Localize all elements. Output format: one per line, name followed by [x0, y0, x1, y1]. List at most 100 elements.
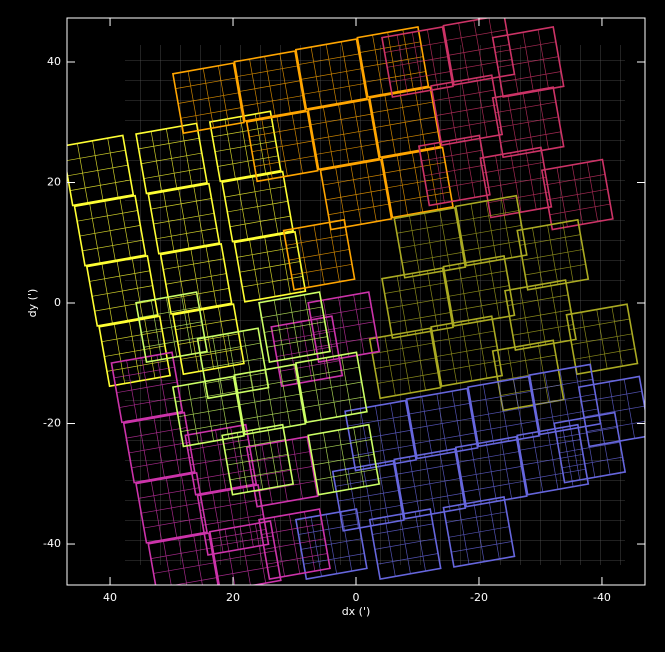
tile-subgrid [519, 427, 586, 493]
x-axis-label: dx (') [342, 605, 371, 618]
tile [307, 98, 381, 171]
tile-subgrid [581, 379, 645, 444]
tile-subgrid [433, 318, 500, 384]
tile [135, 471, 208, 544]
tile [368, 508, 442, 580]
tile-subgrid [556, 415, 623, 481]
tile [368, 86, 442, 159]
tile [405, 387, 479, 460]
tile-subgrid [507, 282, 574, 348]
tile [294, 508, 368, 580]
y-axis-label: dy (') [26, 289, 39, 318]
tile-subgrid [495, 342, 562, 408]
tile [454, 435, 528, 508]
tile-subgrid [446, 18, 512, 83]
tile [307, 423, 381, 496]
tile-subgrid [236, 234, 303, 300]
tile [147, 532, 221, 585]
tile-subgrid [458, 439, 525, 505]
tiles [67, 18, 645, 585]
tile-subgrid [335, 463, 402, 529]
x-tick-label: 0 [353, 591, 360, 604]
tile [159, 242, 233, 315]
tile [381, 267, 454, 339]
tile-subgrid [372, 89, 439, 155]
tile-subgrid [261, 294, 328, 360]
tile-subgrid [261, 511, 328, 577]
y-tick-label: 20 [47, 175, 61, 188]
tile [270, 315, 344, 388]
tile [184, 423, 258, 496]
tile [147, 182, 221, 255]
tile-subgrid [150, 186, 217, 252]
tile-subgrid [273, 318, 340, 384]
tile-subgrid [175, 379, 242, 444]
tile-subgrid [138, 294, 205, 360]
tile [393, 206, 467, 279]
tile-subgrid [495, 89, 562, 155]
tile [467, 375, 541, 448]
tile-subgrid [310, 294, 377, 360]
tile-subgrid [212, 113, 279, 179]
tile [221, 170, 295, 243]
tile-subgrid [470, 379, 537, 444]
tile [233, 230, 307, 303]
tile-subgrid [138, 125, 205, 191]
tile-subgrid [187, 427, 254, 493]
tile [196, 483, 270, 556]
tile [553, 411, 627, 484]
tile [442, 255, 516, 327]
x-tick-label: 20 [226, 591, 240, 604]
tile-subgrid [544, 162, 611, 227]
tile-subgrid [113, 354, 180, 420]
tile-subgrid [200, 330, 266, 396]
tile [282, 218, 356, 291]
tile-subgrid [101, 318, 168, 384]
tile-subgrid [224, 174, 291, 239]
tile-subgrid [359, 29, 426, 95]
tile-subgrid [384, 29, 451, 95]
y-tick-label: -20 [43, 417, 61, 430]
tile-subgrid [212, 523, 279, 585]
tile-subgrid [384, 270, 451, 336]
tile [479, 146, 553, 219]
tile [135, 122, 208, 195]
tile [171, 62, 245, 135]
tile [208, 110, 282, 183]
tile [245, 435, 319, 508]
tile [135, 291, 208, 364]
tile-subgrid [396, 451, 463, 517]
tile [258, 508, 331, 580]
tile-subgrid [236, 53, 303, 119]
tile [110, 351, 184, 424]
tile [196, 327, 270, 400]
x-tick-label: 40 [103, 591, 117, 604]
tile-subgrid [175, 306, 242, 372]
y-tick-label: 0 [54, 296, 61, 309]
x-tick-label: -40 [593, 591, 611, 604]
tile-subgrid [482, 150, 549, 215]
tile [208, 520, 282, 585]
tile [368, 327, 442, 400]
tile-subgrid [323, 162, 389, 227]
tile [258, 291, 331, 364]
tile [381, 146, 454, 219]
tile [381, 26, 454, 98]
tile-subgrid [532, 367, 599, 432]
tile [393, 447, 467, 520]
tile [540, 158, 614, 231]
tile-subgrid [372, 511, 439, 577]
tile-subgrid [138, 475, 205, 541]
tile [245, 110, 319, 183]
tile [307, 291, 381, 364]
tile-subgrid [298, 511, 365, 577]
tile [565, 303, 639, 376]
tile-subgrid [67, 138, 131, 203]
y-tick-label: 40 [47, 55, 61, 68]
tile [491, 86, 565, 159]
tile-subgrid [446, 499, 512, 565]
tile-subgrid [310, 427, 377, 493]
tile [67, 134, 135, 207]
tile [344, 399, 418, 472]
